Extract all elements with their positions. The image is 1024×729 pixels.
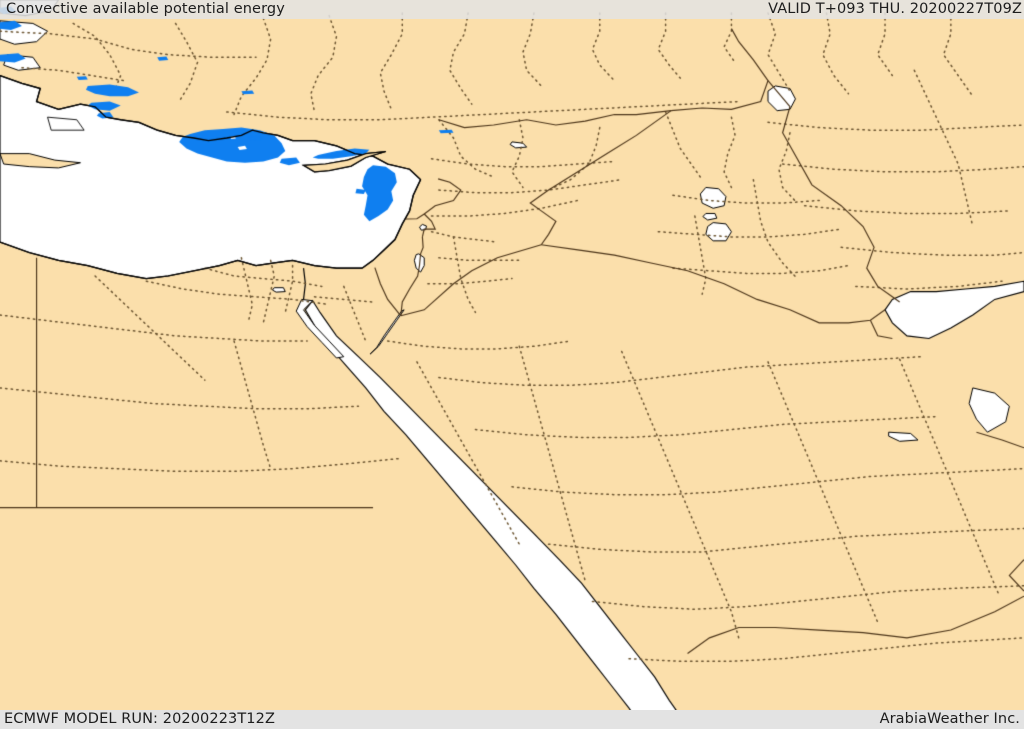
model-run-label: ECMWF MODEL RUN: 20200223T12Z (4, 711, 275, 727)
brand-label: ArabiaWeather Inc. (879, 711, 1020, 727)
bottom-info-bar (0, 710, 1024, 729)
valid-time-label: VALID T+093 THU. 20200227T09Z (768, 1, 1022, 17)
page-title: Convective available potential energy (6, 1, 285, 17)
top-info-bar (0, 0, 1024, 19)
